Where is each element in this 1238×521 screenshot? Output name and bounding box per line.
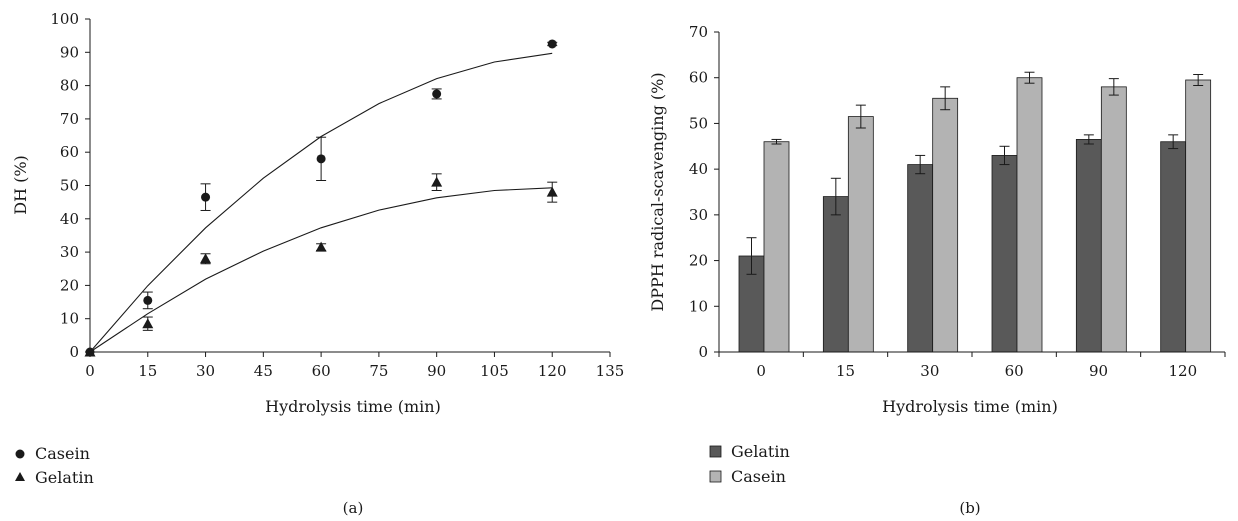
panel-b-legend: Gelatin Casein — [709, 442, 790, 486]
panel-a-y-tick-label: 70 — [60, 110, 79, 128]
panel-b-x-tick-label: 30 — [920, 362, 939, 380]
bar-gelatin — [1160, 141, 1187, 353]
panel-b-x-axis-title: Hydrolysis time (min) — [882, 397, 1058, 416]
trend-line-casein — [89, 52, 553, 353]
bar-gelatin — [822, 196, 849, 353]
trend-line-gelatin — [89, 187, 553, 353]
panel-b-plot-area — [738, 71, 1212, 353]
panel-a-x-tick-label: 90 — [427, 362, 446, 380]
legend-swatch-gelatin — [709, 445, 722, 458]
bar-casein — [932, 97, 959, 353]
panel-b-y-tick-label: 70 — [689, 23, 708, 41]
legend-marker-gelatin — [15, 472, 25, 481]
bar-casein — [1185, 79, 1212, 353]
panel-a-label: (a) — [343, 499, 364, 517]
panel-a-y-tick-label: 80 — [60, 77, 79, 95]
legend-label-casein: Casein — [35, 444, 90, 463]
panel-a-y-tick-label: 40 — [60, 210, 79, 228]
panel-a-y-tick-label: 100 — [50, 10, 79, 28]
panel-b-y-tick-label: 50 — [689, 114, 708, 132]
panel-a-x-tick-label: 15 — [138, 362, 157, 380]
bar-gelatin — [991, 155, 1018, 353]
panel-a-y-tick-label: 10 — [60, 310, 79, 328]
panel-b-x-tick-label: 90 — [1089, 362, 1108, 380]
data-point-casein — [316, 154, 326, 164]
legend-label-gelatin-b: Gelatin — [731, 442, 790, 461]
panel-b-y-tick-label: 10 — [689, 297, 708, 315]
panel-a-x-tick-label: 135 — [596, 362, 625, 380]
panel-a-axes: 0 15 30 45 60 75 90 105 120 135 0 10 20 30 40 50 60 70 80 9… — [50, 10, 624, 380]
panel-b-y-tick-label: 0 — [698, 343, 708, 361]
panel-a-y-tick-label: 0 — [69, 343, 79, 361]
bar-casein — [847, 116, 874, 353]
panel-a-legend: Casein Gelatin — [15, 444, 94, 487]
data-point-casein — [547, 39, 557, 49]
panel-a-x-tick-label: 105 — [480, 362, 509, 380]
panel-a-x-tick-label: 120 — [538, 362, 567, 380]
panel-a-y-tick-label: 90 — [60, 43, 79, 61]
data-point-casein — [143, 295, 153, 305]
panel-b-x-tick-label: 60 — [1005, 362, 1024, 380]
legend-label-casein-b: Casein — [731, 467, 786, 486]
panel-b-axes: 0 15 30 60 90 120 0 10 20 30 40 50 60 70 — [689, 23, 1226, 380]
data-point-gelatin — [200, 253, 212, 264]
panel-b-x-tick-label: 120 — [1169, 362, 1198, 380]
panel-b-x-tick-label: 0 — [756, 362, 766, 380]
panel-a-y-tick-label: 30 — [60, 243, 79, 261]
legend-label-gelatin: Gelatin — [35, 468, 94, 487]
panel-a-x-tick-label: 0 — [85, 362, 95, 380]
panel-a-x-axis-title: Hydrolysis time (min) — [265, 397, 441, 416]
panel-b-label: (b) — [959, 499, 980, 517]
panel-a-x-tick-label: 30 — [196, 362, 215, 380]
data-point-gelatin — [546, 186, 558, 197]
panel-a-plot-area — [84, 39, 558, 357]
data-point-casein — [432, 89, 442, 99]
panel-a-scatter-chart: 0 15 30 45 60 75 90 105 120 135 0 10 20 30 40 50 60 70 80 9… — [11, 10, 624, 517]
panel-a-y-axis-title: DH (%) — [11, 155, 30, 215]
bar-casein — [1100, 86, 1127, 353]
bar-casein — [763, 141, 790, 353]
data-point-gelatin — [142, 318, 154, 329]
legend-marker-casein — [15, 449, 25, 459]
panel-a-x-tick-label: 45 — [254, 362, 273, 380]
panel-a-y-tick-label: 20 — [60, 276, 79, 294]
data-point-casein — [201, 192, 211, 202]
panel-b-y-tick-label: 20 — [689, 252, 708, 270]
panel-a-y-tick-label: 60 — [60, 143, 79, 161]
panel-b-bar-chart: 0 15 30 60 90 120 0 10 20 30 40 50 60 70 Hydrolysis t… — [648, 23, 1226, 517]
panel-a-x-tick-label: 60 — [312, 362, 331, 380]
bar-casein — [1016, 77, 1043, 353]
data-point-gelatin — [315, 241, 327, 252]
panel-b-x-tick-label: 15 — [836, 362, 855, 380]
bar-gelatin — [907, 164, 934, 353]
bar-gelatin — [1075, 139, 1102, 353]
panel-a-x-tick-label: 75 — [369, 362, 388, 380]
panel-b-y-tick-label: 30 — [689, 206, 708, 224]
panel-a-y-tick-label: 50 — [60, 177, 79, 195]
panel-b-y-tick-label: 40 — [689, 160, 708, 178]
data-point-gelatin — [431, 176, 443, 187]
panel-b-y-tick-label: 60 — [689, 69, 708, 87]
panel-b-y-axis-title: DPPH radical-scavenging (%) — [648, 72, 667, 311]
legend-swatch-casein — [709, 470, 722, 483]
